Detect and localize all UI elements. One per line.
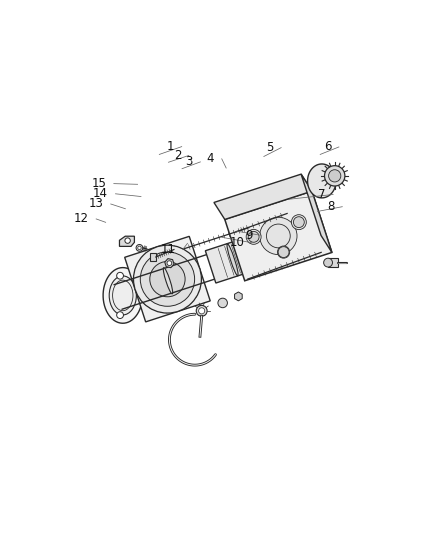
Polygon shape [150, 253, 156, 261]
Polygon shape [103, 268, 142, 323]
Circle shape [278, 247, 289, 257]
Circle shape [140, 252, 194, 306]
Text: 12: 12 [74, 213, 88, 225]
Circle shape [117, 272, 124, 279]
Circle shape [125, 238, 131, 244]
Circle shape [325, 166, 345, 186]
Text: 2: 2 [174, 149, 181, 162]
Circle shape [134, 245, 201, 313]
Circle shape [260, 217, 297, 255]
Polygon shape [214, 174, 312, 220]
Text: 1: 1 [167, 140, 174, 153]
Text: 6: 6 [324, 141, 332, 154]
Circle shape [167, 261, 172, 265]
Circle shape [138, 246, 141, 249]
Text: 7: 7 [318, 188, 325, 201]
Circle shape [196, 305, 207, 316]
Text: 3: 3 [186, 156, 193, 168]
Circle shape [198, 308, 205, 314]
Text: 15: 15 [92, 177, 106, 190]
Polygon shape [307, 164, 336, 198]
Circle shape [150, 262, 185, 297]
Circle shape [218, 298, 227, 308]
Circle shape [266, 224, 290, 248]
Circle shape [328, 169, 341, 182]
Circle shape [248, 231, 259, 243]
Text: 11: 11 [160, 243, 175, 256]
Polygon shape [165, 259, 174, 268]
Polygon shape [205, 237, 260, 283]
Ellipse shape [163, 268, 173, 294]
Circle shape [324, 258, 332, 267]
Text: 10: 10 [229, 236, 244, 249]
Polygon shape [328, 258, 338, 267]
Text: 9: 9 [245, 229, 253, 242]
Polygon shape [225, 191, 332, 281]
Polygon shape [235, 292, 242, 301]
Polygon shape [120, 236, 134, 246]
Text: 13: 13 [88, 198, 103, 211]
Text: 5: 5 [266, 141, 274, 154]
Ellipse shape [227, 244, 238, 276]
Circle shape [117, 312, 124, 319]
Text: 8: 8 [328, 200, 335, 213]
Polygon shape [301, 174, 332, 253]
Circle shape [136, 245, 143, 251]
Polygon shape [125, 236, 210, 322]
Circle shape [278, 246, 290, 258]
Circle shape [246, 229, 261, 244]
Circle shape [293, 217, 304, 228]
Ellipse shape [109, 276, 136, 315]
Text: 14: 14 [93, 187, 108, 200]
Circle shape [291, 215, 306, 230]
Text: 4: 4 [207, 152, 214, 165]
